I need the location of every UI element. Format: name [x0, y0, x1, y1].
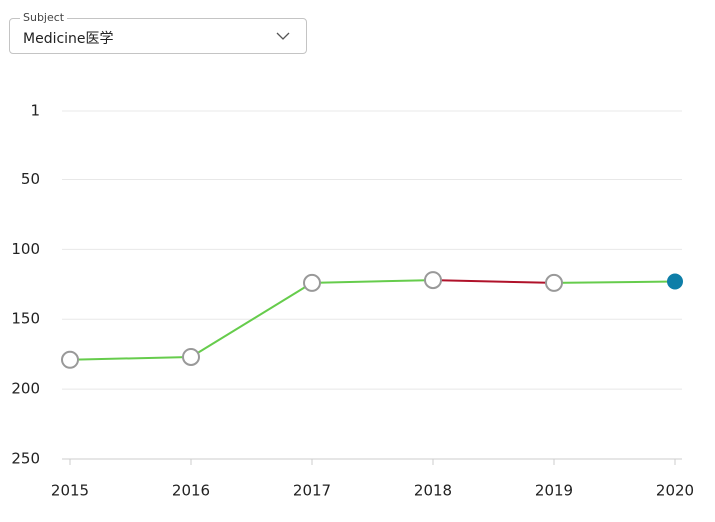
- subject-dropdown[interactable]: Subject Medicine医学: [9, 11, 307, 54]
- line-segment: [190, 282, 313, 358]
- line-segment: [311, 279, 434, 284]
- line-segment: [432, 279, 555, 284]
- y-tick-label: 100: [11, 240, 40, 258]
- x-tick-label: 2018: [414, 482, 452, 500]
- dropdown-value: Medicine医学: [23, 31, 114, 47]
- data-point: [61, 350, 79, 369]
- y-tick-label: 1: [30, 102, 40, 120]
- data-point: [545, 273, 563, 292]
- y-tick-label: 50: [21, 170, 40, 188]
- x-tick-label: 2015: [51, 482, 89, 500]
- y-tick-label: 200: [11, 380, 40, 398]
- data-point: [667, 273, 683, 290]
- data-point: [303, 273, 321, 292]
- line-segment: [69, 355, 192, 361]
- x-tick-label: 2020: [656, 482, 694, 500]
- data-point: [424, 271, 442, 290]
- y-tick-label: 250: [11, 450, 40, 468]
- y-tick-label: 150: [11, 310, 40, 328]
- x-tick-label: 2019: [535, 482, 573, 500]
- data-point: [182, 347, 200, 366]
- line-segment: [553, 280, 676, 284]
- chevron-icon: [276, 32, 290, 40]
- x-tick-label: 2016: [172, 482, 210, 500]
- x-tick-label: 2017: [293, 482, 331, 500]
- dropdown-label: Subject: [20, 11, 68, 25]
